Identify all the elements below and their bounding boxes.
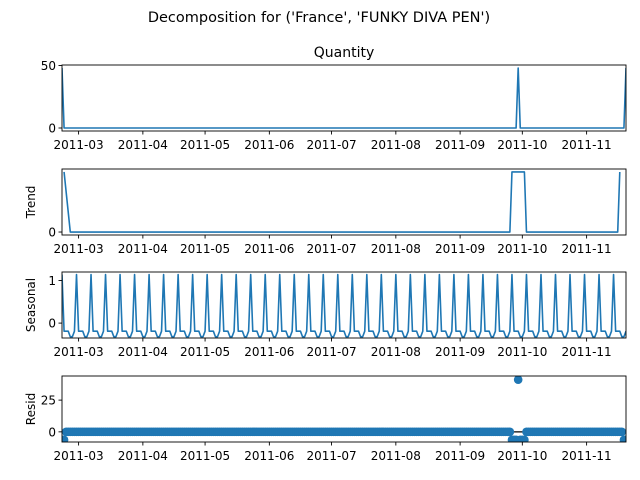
resid-xtick-label: 2011-06: [244, 449, 294, 463]
seasonal-xtick-label: 2011-09: [435, 345, 485, 359]
trend-xtick-label: 2011-04: [118, 242, 168, 256]
observed-ytick-label: 0: [48, 122, 56, 136]
resid-axes-frame: [61, 375, 627, 443]
resid-xtick-label: 2011-08: [371, 449, 421, 463]
trend-xtick-label: 2011-08: [371, 242, 421, 256]
trend-xtick-label: 2011-07: [306, 242, 356, 256]
trend-xtick-label: 2011-05: [180, 242, 230, 256]
resid-ylabel: Resid: [24, 393, 38, 425]
resid-point: [621, 435, 626, 442]
observed-xtick-label: 2011-05: [180, 138, 230, 152]
observed-xtick-label: 2011-07: [306, 138, 356, 152]
observed-xtick-label: 2011-11: [562, 138, 612, 152]
resid-ytick-label: 0: [48, 425, 56, 439]
observed-ytick-label: 50: [41, 59, 56, 73]
seasonal-series-line: [62, 273, 626, 338]
seasonal-ylabel: Seasonal: [24, 278, 38, 332]
resid-ytick-label: 25: [41, 394, 56, 408]
trend-ylabel: Trend: [24, 186, 38, 220]
resid-point: [62, 435, 69, 442]
observed-series-line: [62, 67, 626, 129]
resid-point: [617, 427, 626, 437]
trend-xtick-label: 2011-03: [54, 242, 104, 256]
trend-plot-area: [63, 171, 621, 233]
resid-xtick-label: 2011-07: [306, 449, 356, 463]
seasonal-xtick-label: 2011-04: [118, 345, 168, 359]
trend-xtick-label: 2011-06: [244, 242, 294, 256]
seasonal-xtick-label: 2011-10: [497, 345, 547, 359]
observed-xtick-label: 2011-10: [497, 138, 547, 152]
subplot-panels: Quantity 0 50 2011-03 2011-04 2011-05 2011-06 2…: [24, 45, 627, 463]
observed-title: Quantity: [314, 45, 375, 61]
seasonal-xtick-label: 2011-11: [562, 345, 612, 359]
trend-xtick-label: 2011-09: [435, 242, 485, 256]
observed-xtick-label: 2011-09: [435, 138, 485, 152]
trend-xtick-label: 2011-10: [497, 242, 547, 256]
resid-xtick-label: 2011-09: [435, 449, 485, 463]
seasonal-plot-area: [62, 273, 626, 338]
seasonal-xtick-label: 2011-08: [371, 345, 421, 359]
trend-series-line: [63, 171, 621, 233]
trend-axes-frame: [61, 168, 627, 236]
seasonal-xtick-label: 2011-06: [244, 345, 294, 359]
resid-xtick-label: 2011-04: [118, 449, 168, 463]
observed-panel: Quantity 0 50 2011-03 2011-04 2011-05 2011-06 2…: [41, 45, 627, 152]
resid-point: [513, 376, 523, 384]
observed-plot-area: [62, 67, 626, 129]
seasonal-ytick-label: 0: [48, 317, 56, 331]
trend-xtick-label: 2011-11: [562, 242, 612, 256]
resid-plot-area: [62, 376, 626, 442]
observed-xtick-label: 2011-06: [244, 138, 294, 152]
seasonal-axes-frame: [61, 271, 627, 339]
observed-xtick-label: 2011-03: [54, 138, 104, 152]
resid-point: [505, 427, 515, 437]
resid-point: [520, 435, 529, 442]
resid-xtick-label: 2011-05: [180, 449, 230, 463]
resid-panel: Resid 0 25 2011-03 2011-04 2011-05 2011-06 2011…: [24, 375, 627, 463]
resid-xtick-label: 2011-11: [562, 449, 612, 463]
seasonal-xtick-label: 2011-05: [180, 345, 230, 359]
observed-xtick-label: 2011-08: [371, 138, 421, 152]
trend-panel: Trend 0 2011-03 2011-04 2011-05 2011-06 2011-0…: [24, 168, 627, 256]
resid-xtick-label: 2011-10: [497, 449, 547, 463]
observed-axes-frame: [61, 64, 627, 132]
figure-title: Decomposition for ('France', 'FUNKY DIVA…: [148, 10, 490, 26]
observed-xtick-label: 2011-04: [118, 138, 168, 152]
seasonal-ytick-label: 1: [48, 274, 56, 288]
seasonal-xtick-label: 2011-07: [306, 345, 356, 359]
trend-ytick-label: 0: [48, 226, 56, 240]
seasonal-xtick-label: 2011-03: [54, 345, 104, 359]
resid-xtick-label: 2011-03: [54, 449, 104, 463]
seasonal-panel: Seasonal 0 1 2011-03 2011-04 2011-05 2011-06 20…: [24, 271, 627, 359]
